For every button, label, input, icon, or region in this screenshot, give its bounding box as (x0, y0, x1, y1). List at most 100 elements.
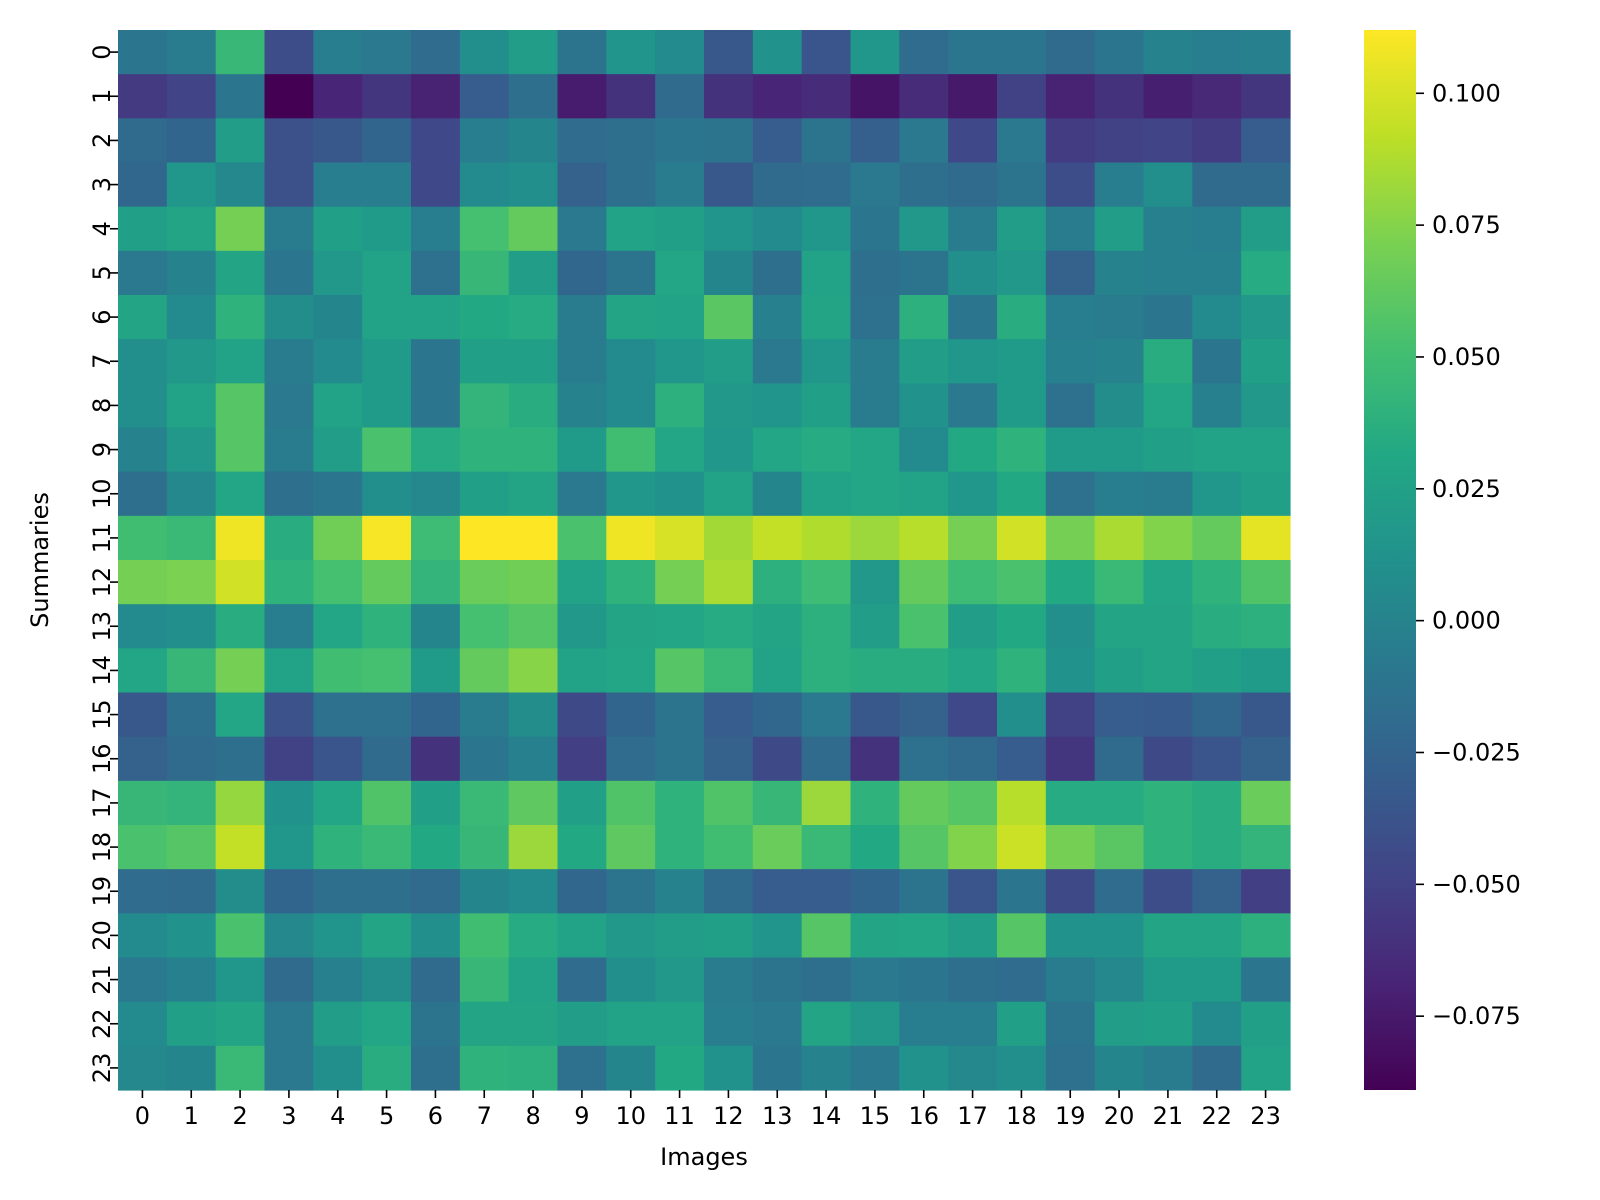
heatmap-cell (1094, 471, 1145, 517)
heatmap-cell (801, 471, 852, 517)
heatmap-cell (557, 515, 607, 561)
heatmap-cell (264, 471, 314, 517)
heatmap-cell (850, 471, 900, 517)
heatmap-cell (1143, 1001, 1193, 1047)
heatmap-cell (313, 560, 363, 605)
y-tick-label: 22 (88, 1008, 116, 1039)
heatmap-cell (557, 383, 607, 429)
heatmap-cell (1192, 692, 1242, 738)
heatmap-cell (1192, 162, 1242, 208)
heatmap-cell (948, 206, 998, 252)
heatmap-cell (801, 560, 852, 605)
heatmap-cell (166, 869, 217, 914)
heatmap-cell (508, 118, 559, 164)
heatmap-cell (508, 1045, 559, 1091)
x-tick-label: 18 (1006, 1102, 1037, 1130)
x-tick-label: 21 (1153, 1102, 1184, 1130)
heatmap-cell (704, 825, 754, 870)
heatmap-cell (606, 383, 656, 429)
heatmap-cell (899, 560, 949, 605)
heatmap-cell (118, 383, 168, 429)
heatmap-cell (655, 869, 705, 914)
heatmap-cell (655, 206, 705, 252)
heatmap-cell (606, 295, 656, 340)
heatmap-cell (948, 825, 998, 870)
heatmap-cell (557, 825, 607, 870)
heatmap-cell (997, 383, 1047, 429)
heatmap-cell (997, 250, 1047, 296)
heatmap-cell (166, 30, 217, 75)
heatmap-cell (557, 692, 607, 738)
heatmap-cell (801, 74, 852, 119)
heatmap-cell (1094, 736, 1145, 782)
heatmap-cell (118, 825, 168, 870)
heatmap-cell (850, 1045, 900, 1091)
y-tick-label: 10 (88, 478, 116, 509)
heatmap-cell (1094, 250, 1145, 296)
heatmap-cell (362, 383, 412, 429)
heatmap-cell (118, 206, 168, 252)
heatmap-cell (1241, 30, 1291, 75)
heatmap-cell (215, 604, 266, 649)
heatmap-cell (118, 295, 168, 340)
heatmap-cell (362, 648, 412, 694)
heatmap-cell (704, 648, 754, 694)
heatmap-cell (557, 560, 607, 605)
heatmap-cell (215, 206, 266, 252)
heatmap-cell (362, 604, 412, 649)
heatmap-cell (606, 118, 656, 164)
heatmap-cell (557, 1001, 607, 1047)
heatmap-cell (899, 1001, 949, 1047)
heatmap-cell (606, 648, 656, 694)
heatmap-cell (118, 780, 168, 826)
heatmap-cell (264, 339, 314, 384)
heatmap-cell (1094, 692, 1145, 738)
heatmap-cell (313, 515, 363, 561)
colorbar-ticks: 0.100 0.075 0.050 0.025 0.000 −0.025 −0.050 −0.… (1416, 79, 1521, 1030)
heatmap-cell (752, 30, 803, 75)
heatmap-cell (264, 604, 314, 649)
heatmap-cell (1241, 648, 1291, 694)
heatmap-cell (1045, 913, 1096, 959)
heatmap-cell (508, 162, 559, 208)
heatmap-cell (899, 339, 949, 384)
heatmap-cell (557, 471, 607, 517)
heatmap-cell (411, 560, 461, 605)
heatmap-cell (850, 1001, 900, 1047)
heatmap-cell (801, 383, 852, 429)
heatmap-cell (1045, 1001, 1096, 1047)
heatmap-cell (801, 692, 852, 738)
colorbar-tick-label: 0.025 (1432, 475, 1501, 503)
heatmap-cell (997, 30, 1047, 75)
heatmap-cell (899, 30, 949, 75)
heatmap-cell (1192, 1001, 1242, 1047)
heatmap-cell (459, 339, 510, 384)
heatmap-cell (850, 604, 900, 649)
heatmap-cell (313, 957, 363, 1003)
heatmap-cell (1143, 604, 1193, 649)
heatmap-cell (655, 471, 705, 517)
heatmap-cell (997, 736, 1047, 782)
heatmap-cell (997, 825, 1047, 870)
heatmap-cell (752, 1001, 803, 1047)
heatmap-cell (1241, 515, 1291, 561)
heatmap-cell (166, 515, 217, 561)
heatmap-cell (362, 692, 412, 738)
heatmap-cell (899, 957, 949, 1003)
heatmap-cell (704, 957, 754, 1003)
heatmap-cell (606, 780, 656, 826)
heatmap-cell (1241, 913, 1291, 959)
heatmap-cell (508, 339, 559, 384)
heatmap-cell (557, 30, 607, 75)
heatmap-cell (411, 913, 461, 959)
heatmap-cell (557, 118, 607, 164)
x-tick-label: 13 (762, 1102, 793, 1130)
heatmap-cell (850, 648, 900, 694)
heatmap-cell (264, 913, 314, 959)
heatmap-cell (1241, 736, 1291, 782)
heatmap-cell (606, 1001, 656, 1047)
heatmap-cell (899, 825, 949, 870)
heatmap-cell (264, 30, 314, 75)
heatmap-cell (1045, 162, 1096, 208)
heatmap-cell (362, 1001, 412, 1047)
